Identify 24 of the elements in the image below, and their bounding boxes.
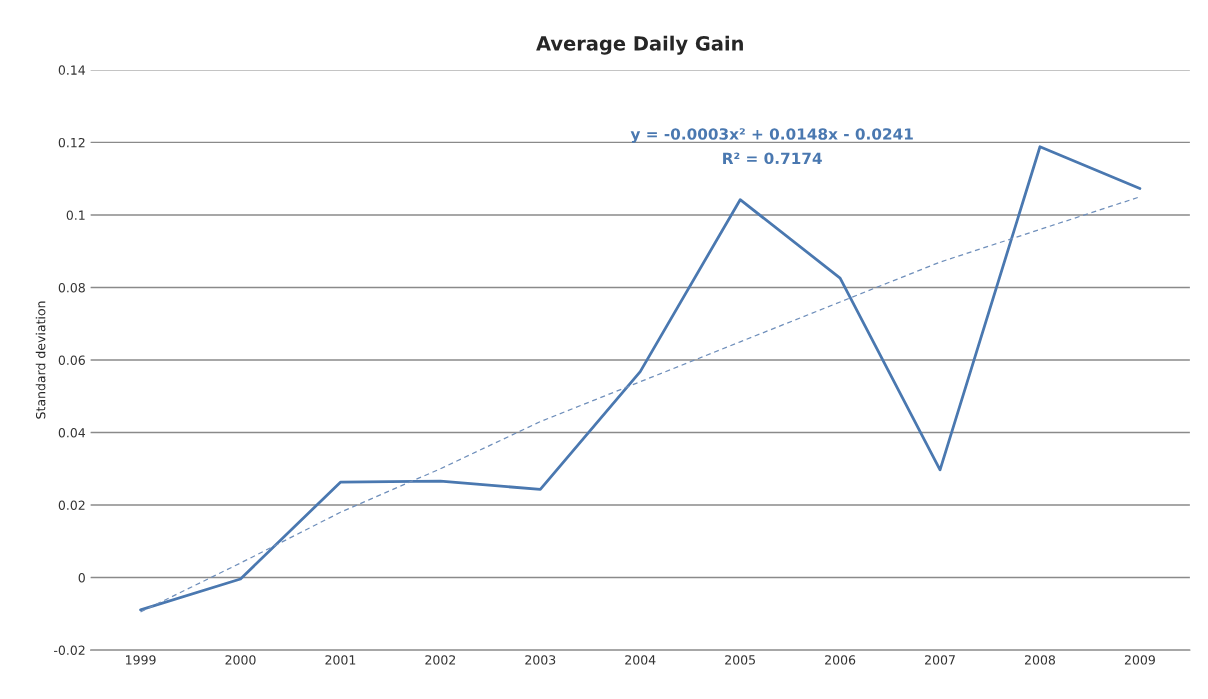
y-tick-label: 0 — [78, 573, 85, 583]
x-tick-label: 2009 — [1124, 655, 1155, 665]
x-tick-label: 2006 — [825, 655, 856, 665]
x-tick-label: 2003 — [525, 655, 556, 665]
y-tick-label: 0.12 — [58, 137, 85, 148]
y-tick-label: 0.02 — [58, 500, 85, 510]
annotation: R² = 0.7174 — [723, 152, 822, 165]
y-tick-label: 0.04 — [58, 427, 86, 438]
chart-title: Average Daily Gain — [536, 35, 743, 55]
y-tick-label: 0.1 — [66, 210, 85, 220]
y-tick-label: 0.08 — [58, 282, 85, 293]
x-tick-label: 1999 — [126, 655, 156, 665]
x-tick-label: 2002 — [425, 655, 456, 665]
y-axis-title: Standard deviation — [35, 301, 46, 419]
y-tick-label: 0.14 — [58, 65, 86, 75]
x-tick-label: 2008 — [1024, 655, 1056, 665]
y-tick-label: -0.02 — [54, 645, 85, 655]
x-tick-label: 2004 — [625, 655, 656, 665]
x-tick-label: 2001 — [325, 655, 356, 665]
x-tick-label: 2005 — [725, 655, 755, 665]
x-tick-label: 2007 — [925, 655, 955, 665]
x-tick-label: 2000 — [225, 655, 256, 665]
annotation: y = -0.0003x² + 0.0148x - 0.0241 — [630, 128, 913, 143]
y-tick-label: 0.06 — [58, 355, 85, 365]
